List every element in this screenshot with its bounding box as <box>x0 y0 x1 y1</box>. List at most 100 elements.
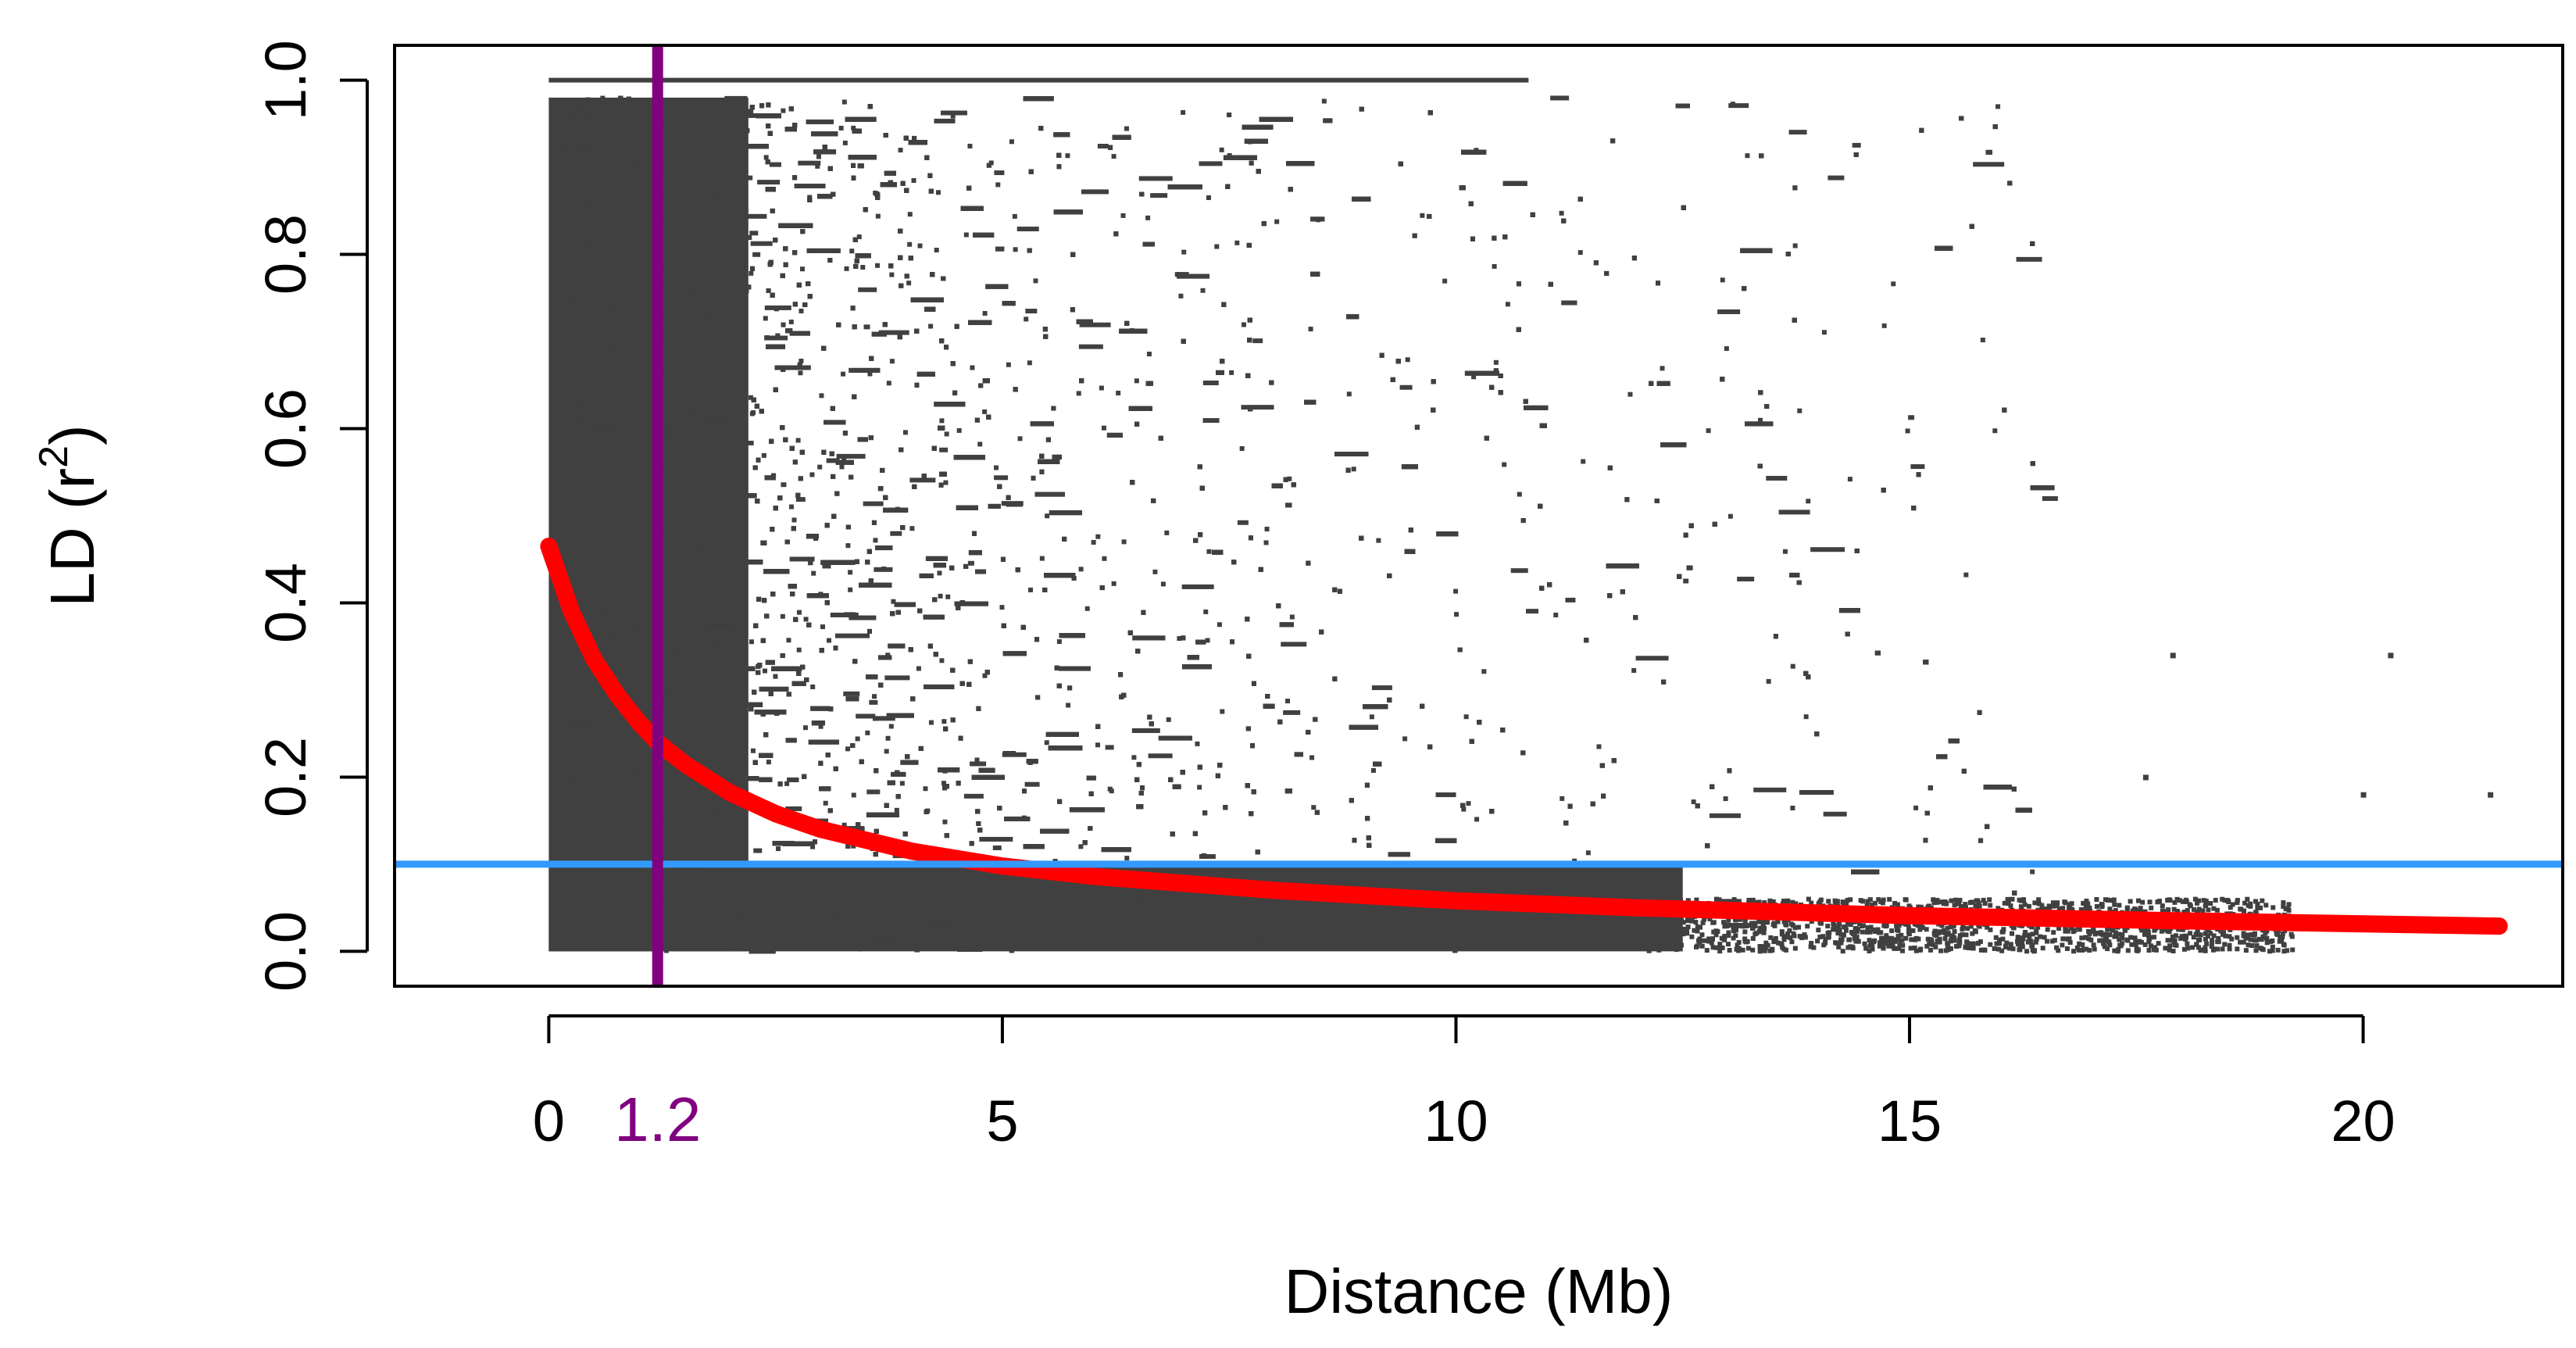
scatter-point <box>928 324 934 329</box>
scatter-point <box>785 806 802 811</box>
scatter-point <box>1264 527 1270 532</box>
scatter-point <box>640 397 645 402</box>
scatter-point <box>1036 945 1041 950</box>
scatter-point <box>977 442 983 447</box>
scatter-point <box>842 140 848 145</box>
scatter-point <box>1049 941 1055 946</box>
scatter-point <box>756 919 761 924</box>
scatter-point <box>577 699 592 704</box>
scatter-points <box>548 77 2494 954</box>
scatter-point <box>1847 477 1853 482</box>
scatter-point <box>1973 162 2005 167</box>
scatter-point <box>596 594 629 599</box>
scatter-point <box>553 162 559 167</box>
scatter-point <box>1435 792 1456 798</box>
scatter-point <box>749 270 754 276</box>
scatter-point <box>796 610 802 615</box>
point-row-r2-1 <box>548 77 1529 83</box>
scatter-point <box>1037 920 1042 925</box>
scatter-point <box>635 623 641 628</box>
scatter-point <box>754 921 759 927</box>
scatter-point <box>698 590 703 595</box>
scatter-point <box>741 140 746 145</box>
scatter-point <box>600 95 606 101</box>
scatter-point <box>1891 281 1896 287</box>
scatter-point <box>555 934 569 939</box>
scatter-point <box>944 431 949 437</box>
scatter-point <box>737 194 742 199</box>
scatter-point <box>580 426 585 431</box>
scatter-point <box>554 509 559 514</box>
scatter-point <box>602 539 636 545</box>
scatter-point <box>1346 392 1352 397</box>
scatter-point <box>584 396 589 402</box>
scatter-point <box>709 593 714 599</box>
scatter-point <box>684 503 707 509</box>
scatter-point <box>675 459 681 465</box>
scatter-point <box>909 526 915 531</box>
scatter-point <box>1420 213 1425 218</box>
scatter-point <box>1402 936 1407 942</box>
scatter-point <box>1778 510 1810 515</box>
scatter-point <box>711 910 716 916</box>
scatter-point <box>827 888 833 893</box>
scatter-point <box>1283 710 1301 715</box>
scatter-point <box>708 764 731 770</box>
scatter-point <box>993 465 999 470</box>
scatter-point <box>891 599 896 604</box>
scatter-point <box>599 166 606 172</box>
scatter-point <box>799 266 805 272</box>
scatter-point <box>884 749 889 754</box>
scatter-point <box>939 658 945 663</box>
scatter-point <box>740 213 767 219</box>
scatter-point <box>1024 781 1040 787</box>
scatter-point <box>711 358 716 363</box>
scatter-point <box>1009 139 1014 145</box>
scatter-point <box>776 846 781 852</box>
scatter-point <box>550 526 556 531</box>
scatter-point <box>662 814 667 820</box>
scatter-point <box>1138 945 1144 950</box>
scatter-point <box>1803 714 1809 720</box>
scatter-point <box>1737 576 1755 581</box>
scatter-point <box>745 884 750 889</box>
scatter-point <box>1910 464 1925 470</box>
scatter-point <box>679 853 684 859</box>
scatter-point <box>1206 549 1212 554</box>
scatter-point <box>1287 476 1292 481</box>
scatter-point <box>916 666 921 671</box>
scatter-point <box>1203 609 1209 614</box>
scatter-point <box>982 310 988 316</box>
scatter-point <box>886 381 891 386</box>
scatter-point <box>688 481 694 486</box>
scatter-point <box>623 434 629 440</box>
scatter-point <box>556 704 562 710</box>
scatter-point <box>1178 293 1184 299</box>
scatter-point <box>688 253 694 259</box>
scatter-point <box>939 418 945 424</box>
scatter-point <box>734 617 748 622</box>
scatter-point <box>1131 728 1160 733</box>
scatter-point <box>1405 357 1410 363</box>
scatter-point <box>563 557 569 563</box>
scatter-point <box>1581 459 1586 464</box>
scatter-point <box>794 184 826 189</box>
scatter-point <box>1821 330 1827 335</box>
scatter-point <box>564 390 570 395</box>
scatter-point <box>1199 854 1216 860</box>
scatter-point <box>780 613 785 619</box>
scatter-point <box>1095 742 1101 748</box>
scatter-point <box>943 480 949 485</box>
scatter-point <box>1510 568 1528 574</box>
scatter-point <box>750 241 773 246</box>
scatter-point <box>1683 578 1689 584</box>
scatter-point <box>625 514 631 520</box>
scatter-point <box>994 170 1005 176</box>
scatter-point <box>889 359 895 364</box>
scatter-point <box>1691 799 1696 805</box>
scatter-point <box>1723 796 1728 802</box>
scatter-point <box>606 330 614 335</box>
scatter-point <box>573 718 579 724</box>
scatter-point <box>614 102 620 108</box>
